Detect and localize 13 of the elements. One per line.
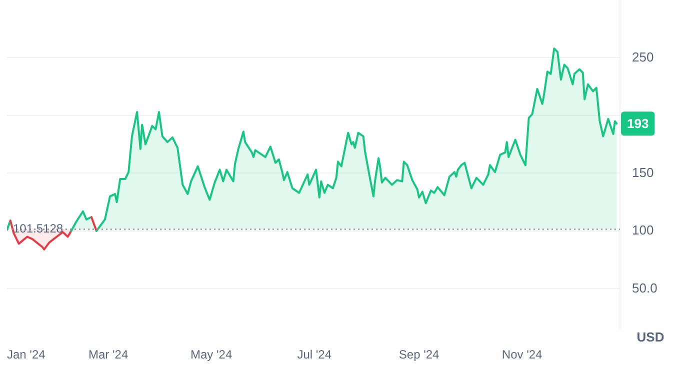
x-tick-label: Jan '24 <box>7 348 46 362</box>
y-axis-title: USD <box>636 330 664 345</box>
y-tick-label: 250 <box>632 49 654 64</box>
annotation: 193 <box>626 116 649 132</box>
y-tick-label: 100 <box>632 222 654 238</box>
x-tick-label: May '24 <box>190 348 232 362</box>
y-tick-label: 50.0 <box>632 280 658 296</box>
y-tick-label: 150 <box>632 164 654 180</box>
x-tick-label: Sep '24 <box>398 348 440 362</box>
ref-line-label: 101.5128 <box>13 222 64 236</box>
x-tick-label: Mar '24 <box>88 348 128 362</box>
x-tick-label: Jul '24 <box>297 348 332 362</box>
x-tick-label: Nov '24 <box>502 348 543 362</box>
